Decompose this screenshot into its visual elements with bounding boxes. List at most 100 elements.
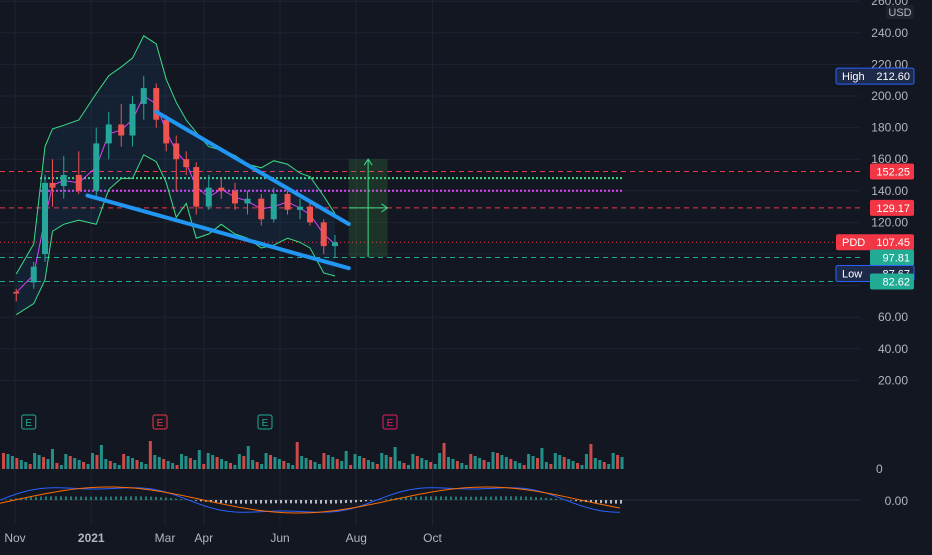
volume-bar [465,465,468,469]
oscillator-bar [490,497,492,500]
candle-body[interactable] [206,188,212,207]
volume-bar [233,465,236,469]
volume-bar [603,462,606,469]
oscillator-bar [530,497,532,500]
volume-bar [621,457,624,469]
volume-bar [309,460,312,469]
volume-bar [202,464,205,469]
volume-bar [15,458,18,469]
volume-bar [563,457,566,469]
oscillator-bar [75,497,77,500]
oscillator-bar [555,499,557,500]
candle-body[interactable] [271,194,277,219]
volume-bar [29,464,32,469]
volume-bar [451,459,454,469]
candle-body[interactable] [245,199,251,204]
candle-body[interactable] [130,104,136,136]
volume-bar [69,456,72,469]
oscillator-bar [145,496,147,500]
oscillator-bar [225,500,227,503]
oscillator-bar [435,496,437,500]
volume-bar [500,455,503,469]
oscillator-bar [595,500,597,503]
volume-bar [73,458,76,469]
volume-bar [55,463,58,469]
oscillator-bar [305,500,307,504]
volume-bar [616,455,619,469]
volume-bar [572,461,575,469]
volume-bar [354,454,357,469]
volume-bar [367,460,370,469]
oscillator-bar [460,497,462,500]
volume-bar [581,465,584,469]
volume-bar [314,462,317,469]
candle-body[interactable] [42,183,48,254]
candle-body[interactable] [106,124,112,143]
volume-bar [407,465,410,469]
volume-bar [549,464,552,469]
oscillator-bar [40,497,42,500]
oscillator-bar [385,499,387,500]
oscillator-bar [430,496,432,500]
candle-body[interactable] [61,175,67,186]
candle-body[interactable] [297,207,303,210]
price-label-name: Low [842,268,862,280]
oscillator-bar [265,500,267,503]
volume-bar [2,453,5,469]
oscillator-bar [250,500,252,504]
oscillator-bar [360,500,362,502]
candle-body[interactable] [285,194,291,210]
candle-body[interactable] [13,292,19,294]
oscillator-bar [320,500,322,504]
candle-body[interactable] [183,159,189,167]
oscillator-bar [125,496,127,500]
volume-bar [140,462,143,469]
candle-body[interactable] [141,88,147,104]
candle-body[interactable] [232,191,238,204]
oscillator-bar [175,499,177,500]
price-label-value: 152.25 [876,166,910,178]
candle-body[interactable] [218,188,224,191]
oscillator-bar [85,497,87,500]
volume-bar [109,461,112,469]
price-label-value: 97.81 [882,252,910,264]
price-label-name: PDD [842,237,865,249]
candle-body[interactable] [50,183,56,188]
oscillator-bar [350,500,352,503]
candle-body[interactable] [31,267,37,283]
volume-bar [127,456,130,469]
earnings-marker-label: E [157,418,164,429]
volume-bar [425,460,428,469]
oscillator-bar [605,500,607,503]
volume-bar [91,453,94,469]
candle-body[interactable] [118,124,124,135]
candle-body[interactable] [193,167,199,207]
volume-bar [60,465,63,469]
volume-bar [429,462,432,469]
oscillator-bar [535,497,537,500]
volume-bar [207,453,210,469]
volume-bar [318,464,321,469]
oscillator-bar [600,500,602,503]
candle-body[interactable] [93,143,99,190]
volume-bar [585,454,588,469]
oscillator-bar [50,496,52,500]
oscillator-bar [270,500,272,503]
candle-body[interactable] [307,207,313,223]
candle-body[interactable] [332,242,338,246]
oscillator-bar [5,499,7,500]
oscillator-bar [450,496,452,500]
candle-body[interactable] [258,199,264,220]
candle-body[interactable] [163,120,169,144]
volume-bar [612,453,615,469]
volume-bar [51,449,54,469]
price-tick-label: 140.00 [871,184,908,198]
candle-body[interactable] [76,175,82,191]
volume-bar [331,457,334,469]
candle-body[interactable] [321,222,327,246]
oscillator-bar [410,497,412,500]
candle-body[interactable] [173,143,179,159]
volume-bar [305,458,308,469]
